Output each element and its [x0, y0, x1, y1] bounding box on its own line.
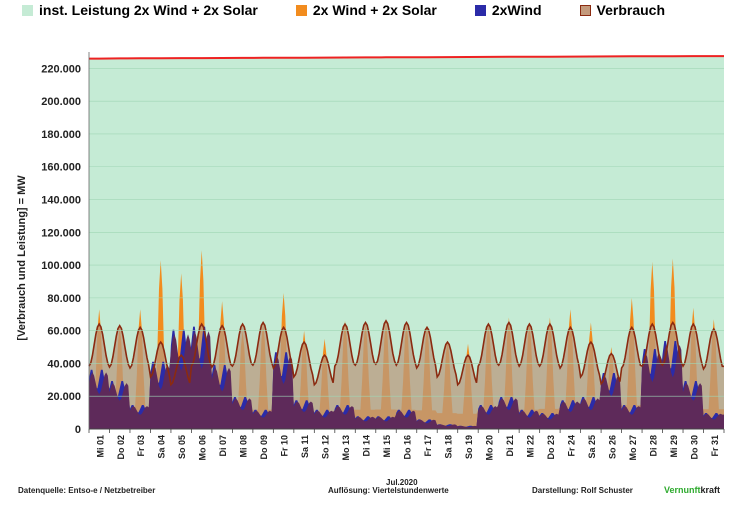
brand-kraft: kraft	[700, 485, 721, 495]
area-wind	[89, 331, 724, 429]
x-tick-label-14: Mi 15	[382, 435, 392, 458]
x-tick-label-17: Sa 18	[443, 435, 453, 459]
y-tick-label-8: 160.000	[41, 162, 81, 174]
x-tick-label-28: Mi 29	[669, 435, 679, 458]
x-tick-label-11: So 12	[321, 435, 331, 459]
legend-item-verbrauch: Verbrauch	[579, 2, 665, 18]
footer-month: Jul.2020	[386, 478, 418, 487]
x-tick-label-13: Di 14	[362, 435, 372, 457]
chart-legend: inst. Leistung 2x Wind + 2x Solar 2x Win…	[22, 2, 665, 18]
y-tick-label-2: 40.000	[47, 358, 81, 370]
x-tick-label-3: Sa 04	[157, 435, 167, 459]
y-tick-label-9: 180.000	[41, 129, 81, 141]
legend-label-verbrauch: Verbrauch	[596, 2, 665, 18]
x-tick-label-0: Mi 01	[95, 435, 105, 458]
y-tick-label-3: 60.000	[47, 326, 81, 338]
gridlines	[88, 52, 725, 433]
x-tick-label-30: Fr 31	[710, 435, 720, 457]
installed-capacity-area	[89, 56, 724, 429]
y-tick-label-0: 0	[75, 424, 81, 436]
footer-source: Datenquelle: Entso-e / Netzbetreiber	[18, 486, 156, 495]
x-tick-label-10: Sa 11	[300, 435, 310, 458]
x-tick-label-1: Do 02	[116, 435, 126, 460]
x-tick-label-23: Fr 24	[566, 435, 576, 457]
y-tick-label-4: 80.000	[47, 293, 81, 305]
x-tick-label-6: Di 07	[218, 435, 228, 457]
line-installed-capacity	[89, 55, 724, 60]
x-tick-label-4: So 05	[177, 435, 187, 459]
brand-vernunft: Vernunft	[664, 485, 701, 495]
y-tick-label-1: 20.000	[47, 391, 81, 403]
x-tick-label-15: Do 16	[403, 435, 413, 460]
y-tick-label-11: 220.000	[41, 63, 81, 75]
x-tick-label-21: Mi 22	[525, 435, 535, 458]
legend-swatch-2xwind	[474, 4, 486, 16]
legend-label-2xwind: 2xWind	[491, 2, 542, 18]
x-tick-label-22: Do 23	[546, 435, 556, 460]
legend-item-wind-solar: 2x Wind + 2x Solar	[295, 2, 437, 18]
x-tick-label-20: Di 21	[505, 435, 515, 457]
x-tick-label-26: Mo 27	[628, 435, 638, 461]
x-tick-label-19: Mo 20	[484, 435, 494, 461]
legend-swatch-verbrauch	[579, 4, 591, 16]
x-tick-label-25: So 26	[607, 435, 617, 459]
legend-item-installed: inst. Leistung 2x Wind + 2x Solar	[22, 2, 258, 18]
x-tick-label-9: Fr 10	[280, 435, 290, 457]
x-axis: Mi 01 Do 02 Fr 03 Sa 04 So 05 Mo 06 Di 07 Mi 08…	[95, 435, 720, 461]
y-tick-label-5: 100.000	[41, 260, 81, 272]
legend-swatch-installed	[22, 4, 33, 16]
plot-area	[88, 55, 724, 429]
legend-label-installed: inst. Leistung 2x Wind + 2x Solar	[39, 2, 258, 18]
x-tick-label-24: Sa 25	[587, 435, 597, 459]
legend-label-wind-solar: 2x Wind + 2x Solar	[312, 2, 437, 18]
y-axis: 0 20.000 40.000 60.000 80.000 100.000 120.000 1…	[41, 63, 81, 436]
x-tick-label-18: So 19	[464, 435, 474, 459]
x-tick-label-2: Fr 03	[136, 435, 146, 457]
x-tick-label-5: Mo 06	[198, 435, 208, 461]
y-tick-label-6: 120.000	[41, 227, 81, 239]
legend-item-2xwind: 2xWind	[474, 2, 542, 18]
y-axis-title-text: [Verbrauch und Leistung] = MW	[16, 175, 28, 341]
y-axis-title: [Verbrauch und Leistung] = MW	[16, 158, 28, 358]
x-tick-label-8: Do 09	[259, 435, 269, 460]
y-tick-label-10: 200.000	[41, 96, 81, 108]
footer-resolution: Auflösung: Viertelstundenwerte	[328, 486, 449, 495]
x-tick-label-27: Di 28	[648, 435, 658, 457]
y-tick-label-7: 140.000	[41, 195, 81, 207]
footer-author: Darstellung: Rolf Schuster	[532, 486, 633, 495]
x-tick-label-7: Mi 08	[239, 435, 249, 458]
x-tick-label-29: Do 30	[689, 435, 699, 460]
line-verbrauch	[88, 319, 724, 387]
x-tick-label-16: Fr 17	[423, 435, 433, 457]
x-tick-label-12: Mo 13	[341, 435, 351, 461]
legend-swatch-wind-solar	[295, 4, 307, 16]
footer-brand: Vernunftkraft	[664, 485, 720, 495]
